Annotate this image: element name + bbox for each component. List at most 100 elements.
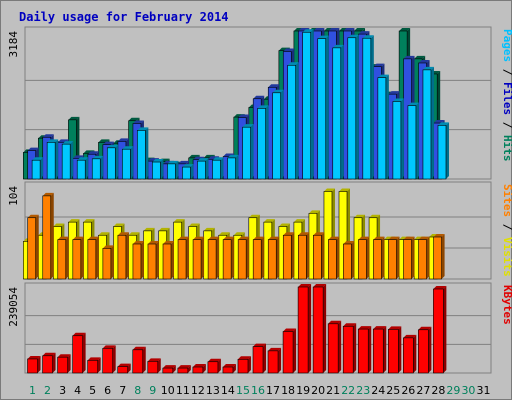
bar-pages-day-19: [302, 29, 314, 180]
y-max-label: 104: [7, 186, 20, 206]
x-tick-label: 24: [371, 384, 385, 397]
axis-label-part: /: [501, 62, 512, 82]
bar-sites-day-22: [343, 241, 355, 280]
x-tick-label: 6: [104, 384, 111, 397]
bar-pages-day-4: [76, 157, 89, 180]
x-tick-label: 25: [386, 384, 400, 397]
bar-sites-day-26: [403, 236, 415, 280]
bar-sites-day-6: [102, 245, 114, 280]
x-tick-label: 3: [59, 384, 66, 397]
bar-kbytes-day-24: [372, 326, 387, 374]
x-axis-day-labels: 1 2 3 4 5 6 7 8 9 10 11 12 13 14 15 16 17 18 19 20 21 22 23 24 2…: [29, 384, 490, 397]
bar-pages-day-11: [182, 164, 194, 180]
bar-sites-day-7: [117, 232, 129, 280]
bar-pages-day-6: [106, 144, 119, 180]
axis-label-part: KBytes: [501, 285, 512, 325]
axis-series-label: KBytes: [501, 285, 512, 325]
bar-sites-day-14: [222, 236, 235, 280]
x-tick-label: 21: [326, 384, 340, 397]
bar-pages-day-16: [257, 105, 269, 180]
bar-kbytes-day-15: [237, 356, 251, 374]
bar-kbytes-day-17: [267, 347, 282, 374]
x-tick-label: 18: [281, 384, 295, 397]
x-tick-label: 30: [461, 384, 475, 397]
x-tick-label: 20: [311, 384, 325, 397]
bar-sites-day-8: [132, 241, 144, 280]
bar-kbytes-day-7: [117, 363, 131, 374]
bar-sites-day-21: [328, 236, 340, 280]
bar-sites-day-9: [147, 241, 159, 280]
bar-pages-day-26: [407, 102, 419, 180]
bar-kbytes-day-12: [192, 364, 206, 374]
bar-pages-day-21: [332, 44, 344, 180]
bar-kbytes-day-2: [42, 352, 56, 374]
x-tick-label: 8: [134, 384, 141, 397]
bar-pages-day-22: [347, 34, 359, 180]
bar-sites-day-18: [282, 232, 295, 280]
bar-kbytes-day-9: [147, 358, 161, 374]
panel-kbytes: 239054 KBytes: [7, 282, 512, 374]
axis-label-part: /: [501, 115, 512, 135]
y-max-label: 3184: [7, 31, 20, 58]
axis-label-part: Files: [501, 82, 512, 115]
axis-label-part: Hits: [501, 135, 512, 162]
x-tick-label: 9: [149, 384, 156, 397]
bar-sites-day-20: [313, 232, 325, 280]
bar-sites-day-3: [57, 236, 69, 280]
bar-kbytes-day-5: [87, 357, 101, 374]
bar-pages-day-24: [377, 74, 389, 180]
x-tick-label: 29: [446, 384, 460, 397]
bar-pages-day-2: [46, 139, 59, 180]
bar-sites-day-10: [162, 241, 175, 280]
bar-pages-day-17: [272, 89, 284, 180]
x-tick-label: 10: [161, 384, 175, 397]
axis-label-part: Sites: [501, 184, 512, 217]
series-pages: [31, 29, 449, 180]
x-tick-label: 1: [29, 384, 36, 397]
bar-pages-day-1: [31, 157, 44, 180]
bar-kbytes-day-27: [418, 326, 432, 374]
axis-label-part: Pages: [501, 29, 512, 62]
bar-sites-day-4: [72, 236, 84, 280]
bar-pages-day-10: [167, 160, 179, 180]
bar-pages-day-9: [152, 159, 164, 180]
bar-pages-day-12: [197, 158, 209, 180]
x-tick-label: 12: [191, 384, 205, 397]
bar-sites-day-27: [418, 236, 430, 280]
x-tick-label: 4: [74, 384, 81, 397]
x-tick-label: 2: [44, 384, 51, 397]
bar-kbytes-day-25: [387, 326, 402, 374]
bar-sites-day-17: [267, 236, 280, 280]
axis-series-label: Sites / Visits: [501, 184, 512, 277]
x-tick-label: 14: [221, 384, 235, 397]
bar-kbytes-day-11: [177, 365, 191, 374]
x-tick-label: 23: [356, 384, 370, 397]
bar-sites-day-1: [27, 214, 39, 280]
bar-kbytes-day-8: [132, 346, 146, 374]
x-tick-label: 19: [296, 384, 310, 397]
bar-pages-day-14: [227, 154, 239, 180]
bar-pages-day-7: [122, 146, 134, 180]
bar-sites-day-24: [373, 236, 385, 280]
axis-label-part: Visits: [501, 237, 512, 277]
x-tick-label: 17: [266, 384, 280, 397]
chart-title: Daily usage for February 2014: [19, 10, 229, 24]
x-tick-label: 13: [206, 384, 220, 397]
bar-kbytes-day-16: [252, 343, 266, 374]
bar-pages-day-20: [317, 35, 329, 180]
series-sites: [27, 192, 445, 280]
x-tick-label: 26: [401, 384, 415, 397]
panel-pages-files-hits: 3184 Pages / Files / Hits: [7, 26, 512, 180]
bar-pages-day-25: [392, 98, 404, 180]
bar-kbytes-day-14: [222, 364, 236, 374]
bar-sites-day-5: [87, 236, 99, 280]
bar-sites-day-28: [433, 234, 445, 280]
bar-kbytes-day-6: [102, 345, 116, 374]
bar-pages-day-18: [287, 62, 299, 180]
bar-pages-day-28: [437, 122, 449, 180]
bar-pages-day-13: [212, 157, 224, 180]
axis-label-part: /: [501, 217, 512, 237]
x-tick-label: 22: [341, 384, 355, 397]
bar-pages-day-27: [422, 66, 434, 180]
bar-sites-day-16: [252, 236, 265, 280]
